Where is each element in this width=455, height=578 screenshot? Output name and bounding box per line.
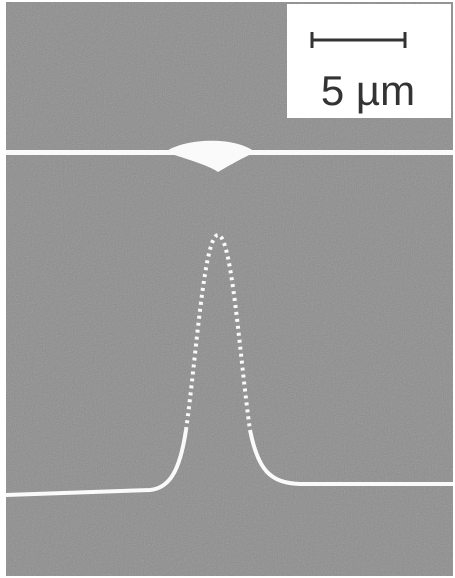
scale-bar-label: 5 µm (321, 67, 415, 114)
page: 5 µm (() => { const data = JSON.parse(do… (0, 0, 455, 578)
micrograph: 5 µm (0, 0, 455, 578)
